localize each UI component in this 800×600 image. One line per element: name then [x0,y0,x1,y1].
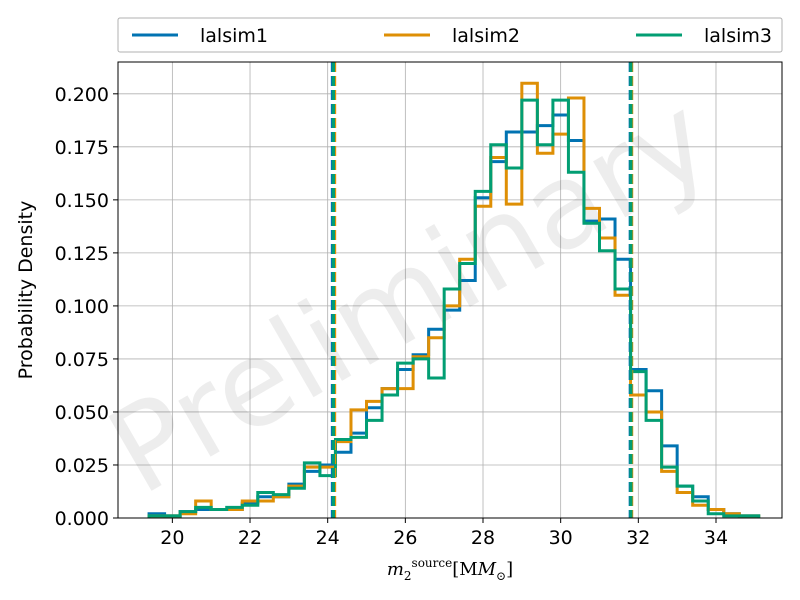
y-tick-label: 0.200 [55,84,109,106]
y-tick-label: 0.175 [55,137,109,159]
legend-label: lalsim1 [200,25,268,47]
x-tick-label: 20 [160,527,184,549]
y-tick-label: 0.075 [55,349,109,371]
y-tick-label: 0.100 [55,296,109,318]
x-axis-ticks: 20 22 24 26 28 30 32 34 [160,518,728,549]
x-tick-label: 26 [393,527,417,549]
credible-interval-lines [330,62,634,518]
legend-item-lalsim2: lalsim2 [384,25,520,47]
y-tick-label: 0.125 [55,243,109,265]
y-axis-label: Probability Density [15,201,37,380]
legend-item-lalsim3: lalsim3 [636,25,772,47]
legend-label: lalsim2 [452,25,520,47]
x-tick-label: 34 [704,527,728,549]
x-tick-label: 22 [238,527,262,549]
legend-box [117,17,783,53]
x-axis-label: m2source[MM⊙] [387,556,513,583]
y-tick-label: 0.025 [55,455,109,477]
x-tick-label: 30 [549,527,573,549]
y-tick-label: 0.050 [55,402,109,424]
legend-label: lalsim3 [704,25,772,47]
legend-item-lalsim1: lalsim1 [132,25,268,47]
y-tick-label: 0.150 [55,190,109,212]
y-tick-label: 0.000 [55,508,109,530]
legend: lalsim1 lalsim2 lalsim3 [117,17,783,53]
x-tick-label: 28 [471,527,495,549]
histogram-series-lalsim3 [147,98,761,518]
x-tick-label: 32 [626,527,650,549]
watermark: Preliminary [86,68,732,521]
plot-frame [117,61,783,519]
series-layer [147,81,761,518]
x-tick-label: 24 [316,527,340,549]
y-axis-ticks: 0.000 0.025 0.050 0.075 0.100 0.125 0.150 0.175… [55,84,118,530]
